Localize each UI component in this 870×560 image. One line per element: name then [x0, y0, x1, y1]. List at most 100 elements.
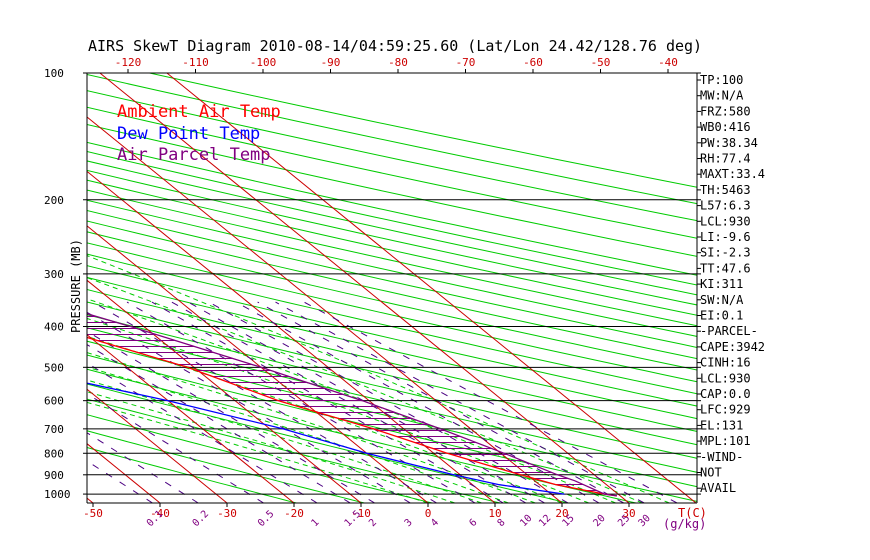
pressure-tick-label-400: 400 — [44, 321, 64, 334]
top-tick-label--100: -100 — [250, 56, 277, 69]
mixing-ratio-line-12 — [188, 301, 545, 503]
isotherm--30 — [87, 388, 228, 503]
mixing-ratio-label-4: 4 — [429, 517, 441, 529]
mixing-ratio-line-25 — [257, 301, 624, 503]
index-item: -WIND- — [700, 450, 743, 464]
top-tick-label--40: -40 — [658, 56, 678, 69]
index-item: KI:311 — [700, 277, 743, 291]
index-item: TT:47.6 — [700, 261, 751, 275]
mixing-ratio-line-10 — [171, 301, 527, 503]
mixing-ratio-line-15 — [208, 301, 569, 503]
top-tick-label--90: -90 — [321, 56, 341, 69]
ambient-air-temp-line — [87, 336, 617, 497]
index-item: FRZ:580 — [700, 104, 751, 118]
y-axis-label: PRESSURE (MB) — [69, 239, 83, 333]
isotherm-30 — [99, 73, 630, 503]
dry-adiabat-540 — [87, 106, 697, 239]
dry-adiabat-420 — [87, 220, 697, 360]
chart-title: AIRS SkewT Diagram 2010-08-14/04:59:25.6… — [88, 37, 702, 55]
bottom-temperature-axis: -50 -40 -30 -20 -10 0 10 20 30 — [83, 502, 697, 520]
moist-adiabat-4 — [87, 391, 455, 503]
index-item: CAPE:3942 — [700, 340, 765, 354]
dry-adiabat-460 — [87, 179, 697, 316]
index-item: TH:5463 — [700, 183, 751, 197]
dew-point-temp-line — [87, 382, 565, 495]
index-item: AVAIL — [700, 481, 736, 495]
air-parcel-temp-line — [87, 313, 617, 497]
moist-adiabat-8 — [87, 379, 482, 503]
dry-adiabat-310 — [87, 354, 697, 502]
top-tick-label--70: -70 — [456, 56, 476, 69]
index-item: CAP:0.0 — [700, 387, 751, 401]
legend-ambient-air-temp: Ambient Air Temp — [117, 102, 281, 122]
index-item: CINH:16 — [700, 356, 751, 370]
index-item: RH:77.4 — [700, 152, 751, 166]
dry-adiabat-290 — [87, 383, 571, 503]
top-temperature-axis: -120 -110 -100 -90 -80 -70 -60 -50 -40 — [87, 56, 697, 74]
bottom-tick-label-30: 30 — [622, 507, 635, 520]
pressure-tick-label-800: 800 — [44, 447, 64, 460]
mixing-ratio-label-3: 3 — [403, 517, 415, 529]
index-item: WB0:416 — [700, 120, 751, 134]
top-tick-label--120: -120 — [115, 56, 142, 69]
index-item: SW:N/A — [700, 293, 744, 307]
index-item: MPL:101 — [700, 434, 751, 448]
isotherm-40 — [166, 73, 697, 503]
mixing-ratio-line-40 — [303, 301, 678, 503]
dry-adiabat-520 — [87, 124, 697, 257]
legend: Ambient Air Temp Dew Point Temp Air Parc… — [117, 102, 281, 165]
mixing-ratio-label-20: 20 — [591, 513, 607, 529]
cape-hatch — [87, 316, 597, 492]
mixing-ratio-line-0.5 — [87, 393, 264, 503]
index-item: MAXT:33.4 — [700, 167, 765, 181]
mixing-ratio-line-1.5 — [87, 344, 351, 503]
dry-adiabat-430 — [87, 209, 697, 348]
index-item: MW:N/A — [700, 89, 744, 103]
bottom-tick-label--20: -20 — [284, 507, 304, 520]
mixing-ratio-line-4 — [92, 301, 437, 503]
bottom-tick-label-0: 0 — [425, 507, 432, 520]
bottom-tick-label--10: -10 — [351, 507, 371, 520]
isotherm--20 — [87, 334, 295, 503]
isotherm-20 — [87, 116, 563, 503]
mixing-ratio-unit-label: (g/kg) — [663, 517, 706, 531]
isotherm--60 — [0, 73, 26, 503]
mixing-ratio-line-8 — [151, 301, 504, 503]
index-item: LFC:929 — [700, 403, 751, 417]
mixing-ratio-label-6: 6 — [467, 517, 479, 529]
index-item: LCL:930 — [700, 371, 751, 385]
index-item: -PARCEL- — [700, 324, 758, 338]
dry-adiabat-380 — [87, 265, 697, 407]
dry-adiabat-370 — [87, 276, 697, 420]
index-item: EI:0.1 — [700, 309, 743, 323]
dry-adiabat-300 — [87, 368, 639, 503]
moist-adiabat-0 — [87, 401, 429, 503]
mixing-ratio-label-10: 10 — [518, 513, 534, 529]
dry-adiabat-440 — [87, 199, 697, 337]
dry-adiabat-250 — [87, 446, 299, 503]
mixing-ratio-line-30 — [275, 301, 645, 503]
dry-adiabat-350 — [87, 301, 697, 446]
mixing-ratio-label-2: 2 — [367, 517, 379, 529]
profiles — [87, 313, 617, 497]
pressure-tick-label-700: 700 — [44, 423, 64, 436]
pressure-tick-label-900: 900 — [44, 469, 64, 482]
pressure-axis: 100 200 300 400 500 600 700 800 900 1000 — [44, 67, 701, 503]
mixing-ratio-label-12: 12 — [537, 513, 553, 529]
pressure-tick-label-600: 600 — [44, 395, 64, 408]
dry-adiabat-260 — [87, 430, 367, 503]
mixing-ratio-label-0.5: 0.5 — [256, 509, 277, 530]
bottom-tick-label--40: -40 — [150, 507, 170, 520]
mixing-ratio-line-6 — [126, 301, 476, 503]
pressure-tick-label-500: 500 — [44, 361, 64, 374]
bottom-tick-label--50: -50 — [83, 507, 103, 520]
isotherm-10 — [87, 170, 496, 503]
pressure-tick-label-1000: 1000 — [44, 488, 71, 501]
dry-adiabat-450 — [87, 189, 697, 327]
mixing-ratio-label-8: 8 — [496, 517, 508, 529]
legend-dew-point-temp: Dew Point Temp — [117, 124, 260, 144]
dry-adiabat-280 — [87, 398, 503, 503]
x-axis-unit-label: T(C) — [678, 506, 707, 520]
